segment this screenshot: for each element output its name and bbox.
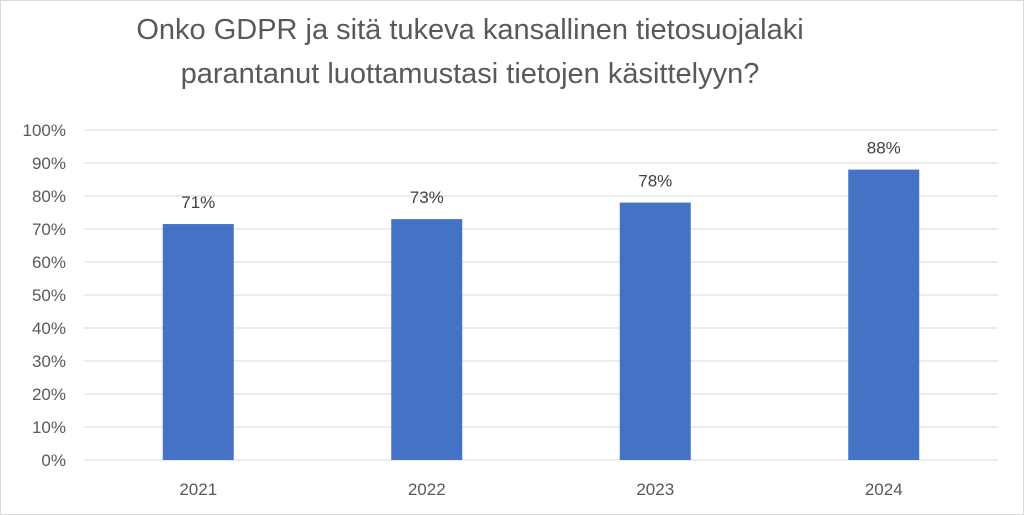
gridlines — [84, 129, 998, 461]
y-axis-tick-labels: 0% 10% 20% 30% 40% 50% 60% 70% 80% 90% 100% — [23, 121, 66, 470]
data-label-2022: 73% — [410, 188, 444, 207]
y-tick-label: 20% — [32, 385, 66, 404]
y-tick-label: 10% — [32, 418, 66, 437]
y-tick-label: 30% — [32, 352, 66, 371]
data-label-2021: 71% — [181, 193, 215, 212]
x-tick-label: 2022 — [408, 480, 446, 499]
y-tick-label: 70% — [32, 220, 66, 239]
y-tick-label: 0% — [41, 451, 66, 470]
x-tick-label: 2023 — [636, 480, 674, 499]
y-tick-label: 100% — [23, 121, 66, 140]
y-tick-label: 60% — [32, 253, 66, 272]
bar-2022 — [391, 219, 463, 460]
bar-2024 — [848, 169, 920, 460]
x-tick-label: 2024 — [865, 480, 903, 499]
y-tick-label: 40% — [32, 319, 66, 338]
x-tick-label: 2021 — [179, 480, 217, 499]
data-label-2024: 88% — [867, 139, 901, 158]
data-labels: 71% 73% 78% 88% — [181, 139, 901, 212]
chart-title-line-2: parantanut luottamustasi tietojen käsitt… — [180, 58, 760, 90]
data-label-2023: 78% — [638, 172, 672, 191]
y-tick-label: 90% — [32, 154, 66, 173]
y-tick-label: 50% — [32, 286, 66, 305]
y-tick-label: 80% — [32, 187, 66, 206]
bar-2023 — [619, 202, 691, 460]
bar-2021 — [162, 224, 234, 460]
bars — [162, 169, 920, 460]
chart-title: Onko GDPR ja sitä tukeva kansallinen tie… — [0, 8, 940, 96]
x-axis-tick-labels: 2021 2022 2023 2024 — [179, 480, 902, 499]
chart-title-line-1: Onko GDPR ja sitä tukeva kansallinen tie… — [136, 14, 804, 46]
